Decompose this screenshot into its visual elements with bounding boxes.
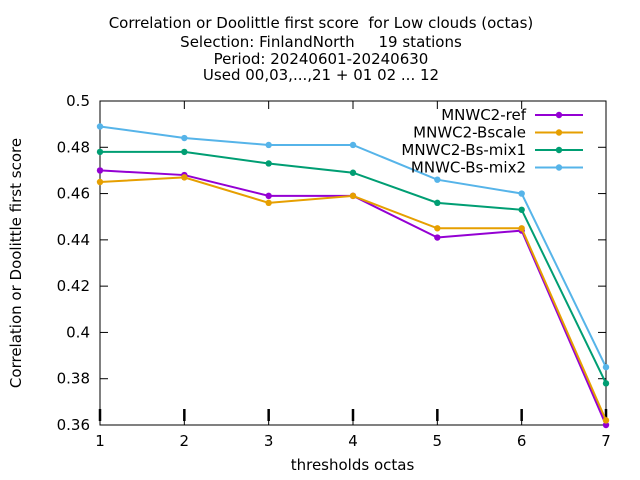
x-axis-label: thresholds octas	[290, 456, 415, 474]
data-point	[349, 141, 357, 149]
series-line-3	[100, 150, 607, 384]
data-point	[265, 199, 272, 207]
legend: MNWC2-refMNWC2-BscaleMNWC2-Bs-mix1MNWC-B…	[401, 106, 583, 177]
y-axis-label: Correlation or Doolittle first score	[7, 137, 25, 389]
x-tick-label: 2	[180, 432, 190, 450]
x-tick-label: 4	[348, 432, 358, 450]
data-point	[96, 167, 104, 174]
legend-marker-3	[555, 146, 563, 154]
legend-marker-2	[555, 129, 563, 136]
legend-marker-4	[555, 164, 563, 171]
title-line-1: Correlation or Doolittle first score for…	[108, 14, 534, 32]
y-tick-label: 0.5	[66, 92, 90, 110]
data-point	[349, 169, 357, 176]
data-point	[265, 160, 272, 167]
title-line-3: Period: 20240601-20240630	[213, 50, 429, 68]
data-point	[181, 134, 188, 142]
data-point	[181, 148, 188, 156]
series-line-2	[99, 176, 607, 421]
title-line-2: Selection: FinlandNorth 19 stations	[180, 33, 462, 51]
y-tick-label: 0.42	[57, 277, 90, 295]
data-point	[518, 225, 525, 232]
y-tick-label: 0.38	[57, 370, 90, 388]
data-point	[434, 176, 441, 183]
data-point	[265, 192, 272, 200]
x-tick-label: 6	[517, 432, 527, 450]
x-tick-label: 7	[601, 432, 611, 450]
y-tick-label: 0.46	[57, 185, 90, 203]
legend-label-1: MNWC2-ref	[441, 106, 526, 124]
y-tick-label: 0.44	[57, 231, 90, 249]
series-group	[96, 123, 610, 429]
data-point	[518, 190, 525, 197]
legend-label-4: MNWC-Bs-mix2	[411, 159, 526, 177]
y-tick-label: 0.4	[66, 323, 90, 341]
data-point	[602, 380, 610, 387]
data-point	[96, 178, 104, 186]
legend-label-2: MNWC2-Bscale	[413, 124, 526, 142]
data-point	[602, 363, 610, 371]
data-point	[96, 123, 104, 130]
axes: 0.36 0.38 0.4 0.42 0.44 0.46 0.48 0.5 1 2 3 4 5 6 7	[57, 92, 611, 450]
legend-label-3: MNWC2-Bs-mix1	[401, 141, 526, 159]
data-point	[518, 206, 525, 213]
series-line-1	[99, 169, 607, 426]
title-line-4: Used 00,03,...,21 + 01 02 ... 12	[202, 66, 440, 84]
x-tick-label: 3	[264, 432, 274, 450]
x-tick-label: 5	[433, 432, 443, 450]
y-tick-label: 0.36	[57, 416, 90, 434]
data-point	[265, 141, 272, 149]
data-point	[96, 148, 104, 156]
data-point	[434, 225, 441, 232]
x-tick-label: 1	[95, 432, 105, 450]
data-point	[181, 174, 188, 181]
plot-border	[99, 100, 607, 426]
y-tick-label: 0.48	[57, 138, 90, 156]
data-point	[602, 421, 610, 429]
data-point	[349, 192, 357, 200]
data-point	[434, 234, 441, 241]
data-point	[434, 199, 441, 207]
legend-marker-1	[555, 111, 563, 119]
data-point	[602, 417, 610, 424]
